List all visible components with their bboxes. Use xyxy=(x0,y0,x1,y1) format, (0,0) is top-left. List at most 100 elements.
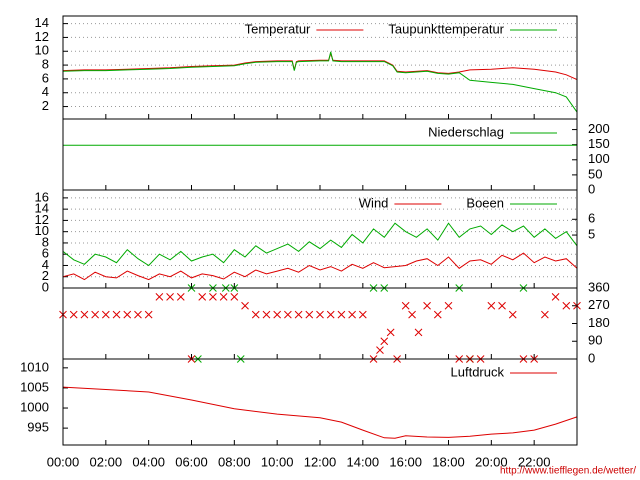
point xyxy=(498,301,506,310)
x-tick-label: 10:00 xyxy=(261,454,294,469)
point xyxy=(401,301,410,310)
y-tick-label: 4 xyxy=(42,84,49,99)
x-tick-label: 04:00 xyxy=(132,454,165,469)
point xyxy=(112,310,121,319)
point xyxy=(284,310,292,319)
y2-tick-label: 0 xyxy=(588,181,595,196)
point xyxy=(305,310,314,319)
y-tick-label: 2 xyxy=(42,98,49,113)
point xyxy=(198,293,207,301)
point xyxy=(386,328,395,337)
point xyxy=(487,301,496,310)
series-line xyxy=(62,252,578,281)
point xyxy=(91,310,99,319)
y2-tick-label: 90 xyxy=(588,333,602,348)
point xyxy=(219,293,228,301)
y-tick-label: 1000 xyxy=(20,399,49,414)
x-tick-label: 06:00 xyxy=(175,454,208,469)
point xyxy=(562,301,571,310)
y-tick-label: 1010 xyxy=(20,359,49,374)
y-tick-label: 12 xyxy=(35,29,49,44)
y-tick-label: 8 xyxy=(42,234,49,249)
x-tick-label: 20:00 xyxy=(475,454,508,469)
y2-tick-label: 270 xyxy=(588,297,610,312)
panel-frame xyxy=(62,287,578,360)
legend-label: Niederschlag xyxy=(428,124,504,139)
point xyxy=(101,310,110,319)
y2-tick-label: 0 xyxy=(588,350,595,365)
panel-frame xyxy=(62,358,578,446)
point xyxy=(316,310,324,319)
y-tick-label: 4 xyxy=(42,257,49,272)
x-tick-label: 16:00 xyxy=(389,454,422,469)
y-tick-label: 6 xyxy=(42,70,49,85)
y-tick-label: 1005 xyxy=(20,379,49,394)
y-tick-label: 12 xyxy=(35,212,49,227)
y2-tick-label: 150 xyxy=(588,136,610,151)
point xyxy=(144,310,153,319)
x-tick-label: 22:00 xyxy=(518,454,551,469)
y-tick-label: 10 xyxy=(35,43,49,58)
point xyxy=(551,293,560,301)
point xyxy=(166,293,174,301)
y2-tick-label: 360 xyxy=(588,279,610,294)
point xyxy=(123,310,132,319)
y-tick-label: 0 xyxy=(42,279,49,294)
point xyxy=(408,310,416,319)
point xyxy=(241,301,249,310)
point xyxy=(134,310,142,319)
y-tick-label: 6 xyxy=(42,246,49,261)
legend-label: Luftdruck xyxy=(451,364,505,379)
x-tick-label: 12:00 xyxy=(304,454,337,469)
legend-label: Wind xyxy=(359,195,389,210)
point xyxy=(423,301,431,310)
point xyxy=(414,328,423,337)
y-tick-label: 10 xyxy=(35,223,49,238)
x-tick-label: 08:00 xyxy=(218,454,251,469)
point xyxy=(80,310,89,319)
y-tick-label: 8 xyxy=(42,57,49,72)
point xyxy=(380,337,389,346)
point xyxy=(209,293,217,301)
point xyxy=(337,310,346,319)
point xyxy=(176,293,185,301)
footer-link[interactable]: http://www.tiefflegen.de/wetter/ xyxy=(500,466,636,477)
point xyxy=(155,293,164,301)
point xyxy=(541,310,549,319)
series-line xyxy=(62,51,578,81)
point xyxy=(251,310,260,319)
series-line xyxy=(62,51,578,113)
point xyxy=(358,310,367,319)
legend-label: Taupunkttemperatur xyxy=(388,21,504,36)
x-tick-label: 14:00 xyxy=(347,454,380,469)
series-line xyxy=(62,222,578,267)
y-tick-label: 14 xyxy=(35,201,49,216)
y-tick-label: 2 xyxy=(42,268,49,283)
x-tick-label: 00:00 xyxy=(47,454,80,469)
legend-label: Temperatur xyxy=(245,21,311,36)
y2-tick-label: 180 xyxy=(588,315,610,330)
y-tick-label: 16 xyxy=(35,189,49,204)
y-tick-label: 995 xyxy=(27,420,49,435)
y2-tick-label: 100 xyxy=(588,151,610,166)
legend-label: Boeen xyxy=(466,195,504,210)
point xyxy=(326,310,335,319)
y2-tick-label: 200 xyxy=(588,121,610,136)
point xyxy=(376,346,384,354)
x-tick-label: 02:00 xyxy=(90,454,123,469)
point xyxy=(508,310,517,319)
point xyxy=(348,310,356,319)
point xyxy=(294,310,303,319)
y-tick-label: 14 xyxy=(35,15,49,30)
point xyxy=(69,310,78,319)
x-tick-label: 18:00 xyxy=(432,454,465,469)
point xyxy=(444,301,453,310)
series-line xyxy=(62,386,578,439)
point xyxy=(433,310,442,319)
y2-tick-label: 5 xyxy=(588,226,595,241)
point xyxy=(262,310,271,319)
point xyxy=(273,310,282,319)
y2-tick-label: 50 xyxy=(588,166,602,181)
point xyxy=(230,293,239,301)
